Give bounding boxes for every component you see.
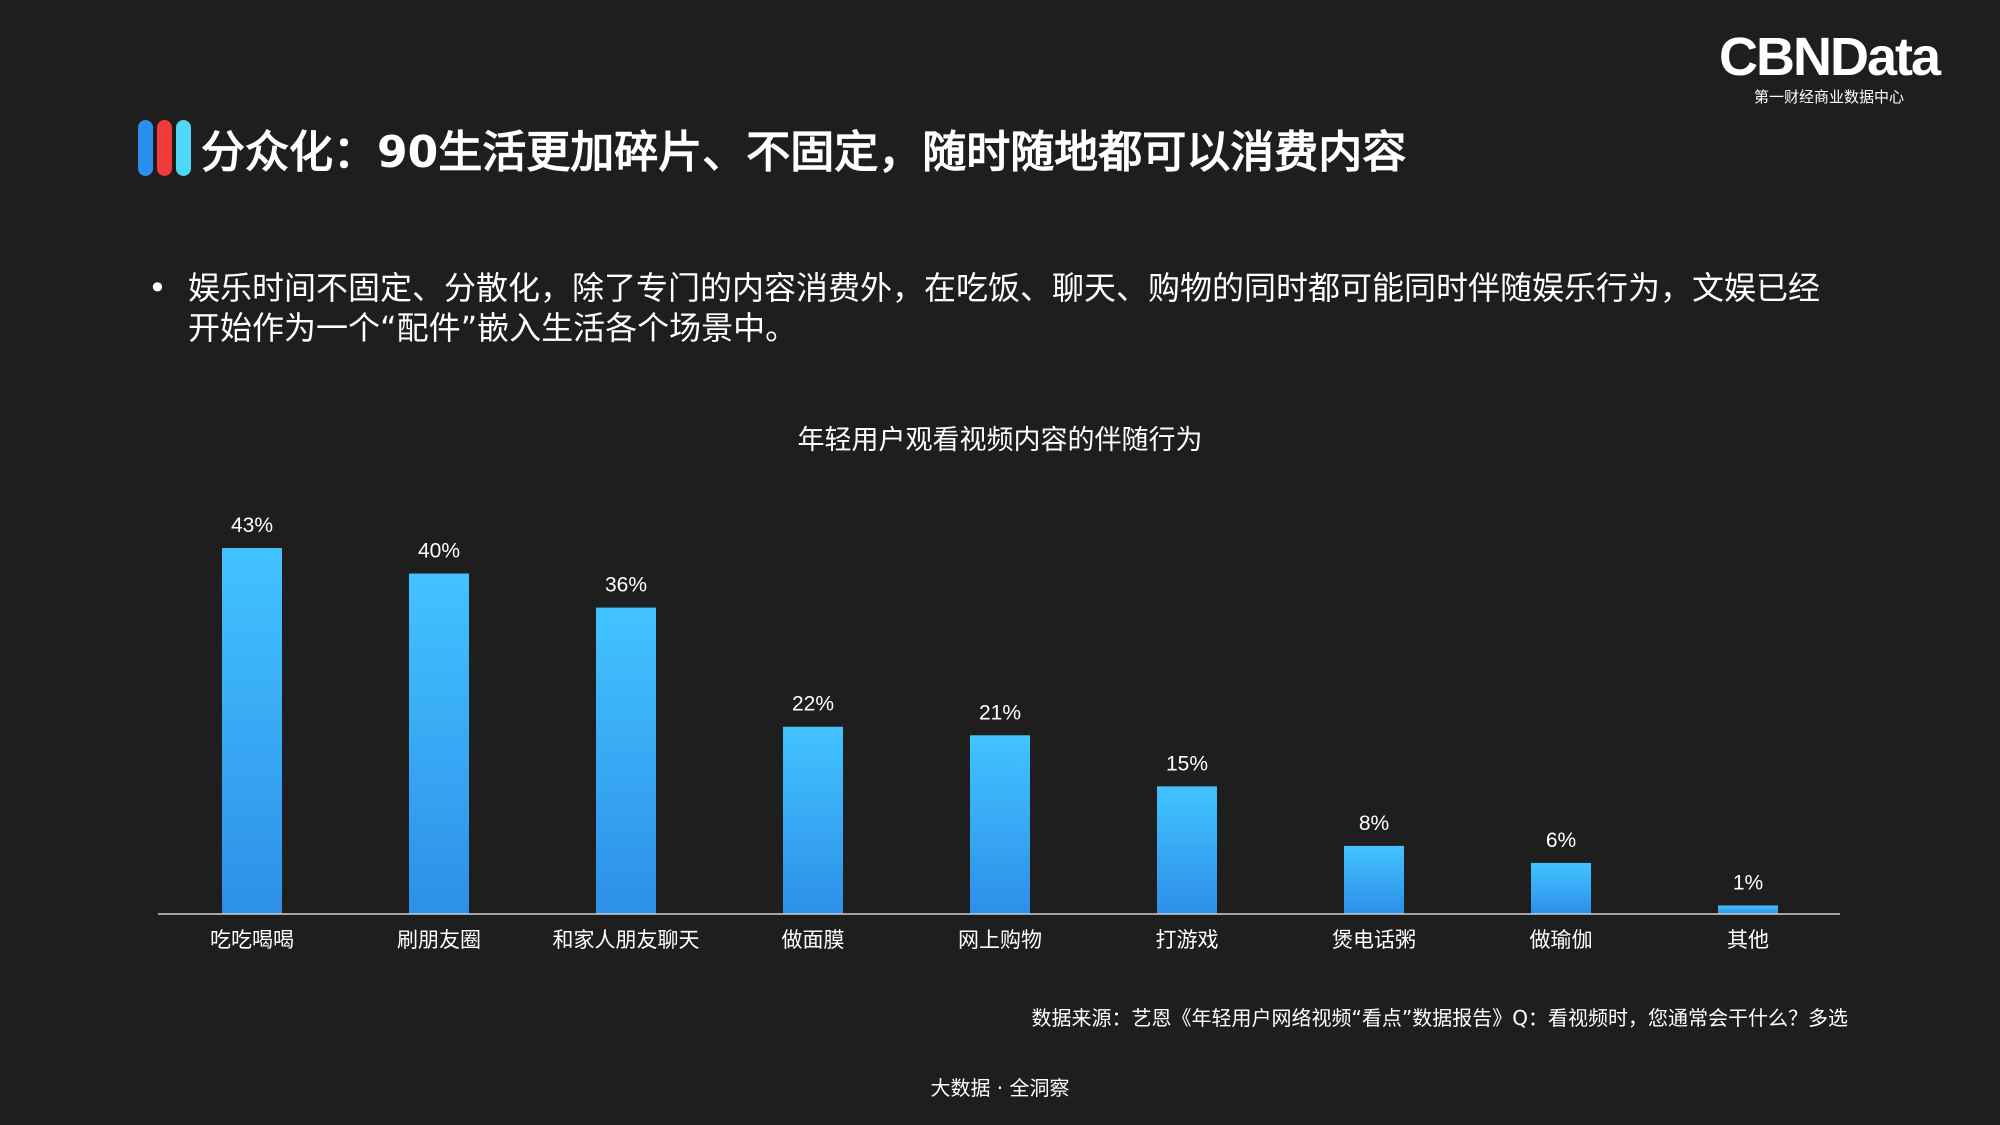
bar-6 (1157, 786, 1217, 914)
bars-group (222, 548, 1778, 914)
logo-wordmark: CBNData (1718, 27, 1941, 87)
category-label: 吃吃喝喝 (210, 928, 294, 952)
category-label: 打游戏 (1156, 928, 1219, 952)
bar-1 (222, 548, 282, 914)
value-label: 43% (231, 514, 273, 537)
title-pill-icon (176, 120, 191, 176)
bar-9 (1718, 905, 1778, 914)
value-label: 6% (1546, 829, 1576, 852)
category-label: 网上购物 (958, 928, 1042, 952)
page-title: 分众化：90生活更加碎片、不固定，随时随地都可以消费内容 (201, 127, 1407, 178)
data-source-note: 数据来源：艺恩《年轻用户网络视频“看点”数据报告》Q：看视频时，您通常会干什么？… (1031, 1006, 1848, 1030)
category-label: 其他 (1727, 928, 1769, 952)
category-label: 做面膜 (782, 928, 845, 952)
labels-group: 43% 吃吃喝喝 40% 刷朋友圈 36% 和家人朋友聊天 22% 做面膜 21% 网上购物 15%… (210, 514, 1769, 952)
bar-5 (970, 735, 1030, 914)
value-label: 8% (1359, 812, 1389, 835)
bar-8 (1531, 862, 1591, 914)
value-label: 1% (1733, 871, 1763, 894)
chart-title: 年轻用户观看视频内容的伴随行为 (797, 425, 1203, 456)
bullet-marker: • (148, 269, 167, 307)
category-label: 和家人朋友聊天 (553, 928, 700, 952)
bar-4 (783, 726, 843, 914)
value-label: 36% (605, 574, 647, 597)
page-title-bar: 分众化：90生活更加碎片、不固定，随时随地都可以消费内容 (138, 118, 1406, 178)
logo-subtitle: 第一财经商业数据中心 (1753, 88, 1904, 106)
value-label: 15% (1166, 752, 1208, 775)
value-label: 21% (979, 701, 1021, 724)
value-label: 40% (418, 540, 460, 563)
value-label: 22% (792, 693, 834, 716)
bullet-text: 娱乐时间不固定、分散化，除了专门的内容消费外，在吃饭、聊天、购物的同时都可能同时… (188, 269, 1821, 347)
footer-tagline: 大数据 · 全洞察 (930, 1076, 1070, 1100)
bar-2 (409, 573, 469, 914)
bar-7 (1344, 845, 1404, 914)
bar-3 (596, 607, 656, 914)
title-pill-icon (138, 120, 153, 176)
title-pill-icon (157, 120, 172, 176)
category-label: 刷朋友圈 (397, 928, 481, 952)
bullet-point: • 娱乐时间不固定、分散化，除了专门的内容消费外，在吃饭、聊天、购物的同时都可能… (148, 268, 1848, 348)
category-label: 煲电话粥 (1332, 928, 1416, 952)
cbndata-logo: CBNData 第一财经商业数据中心 (1714, 30, 1944, 107)
category-label: 做瑜伽 (1530, 928, 1593, 952)
